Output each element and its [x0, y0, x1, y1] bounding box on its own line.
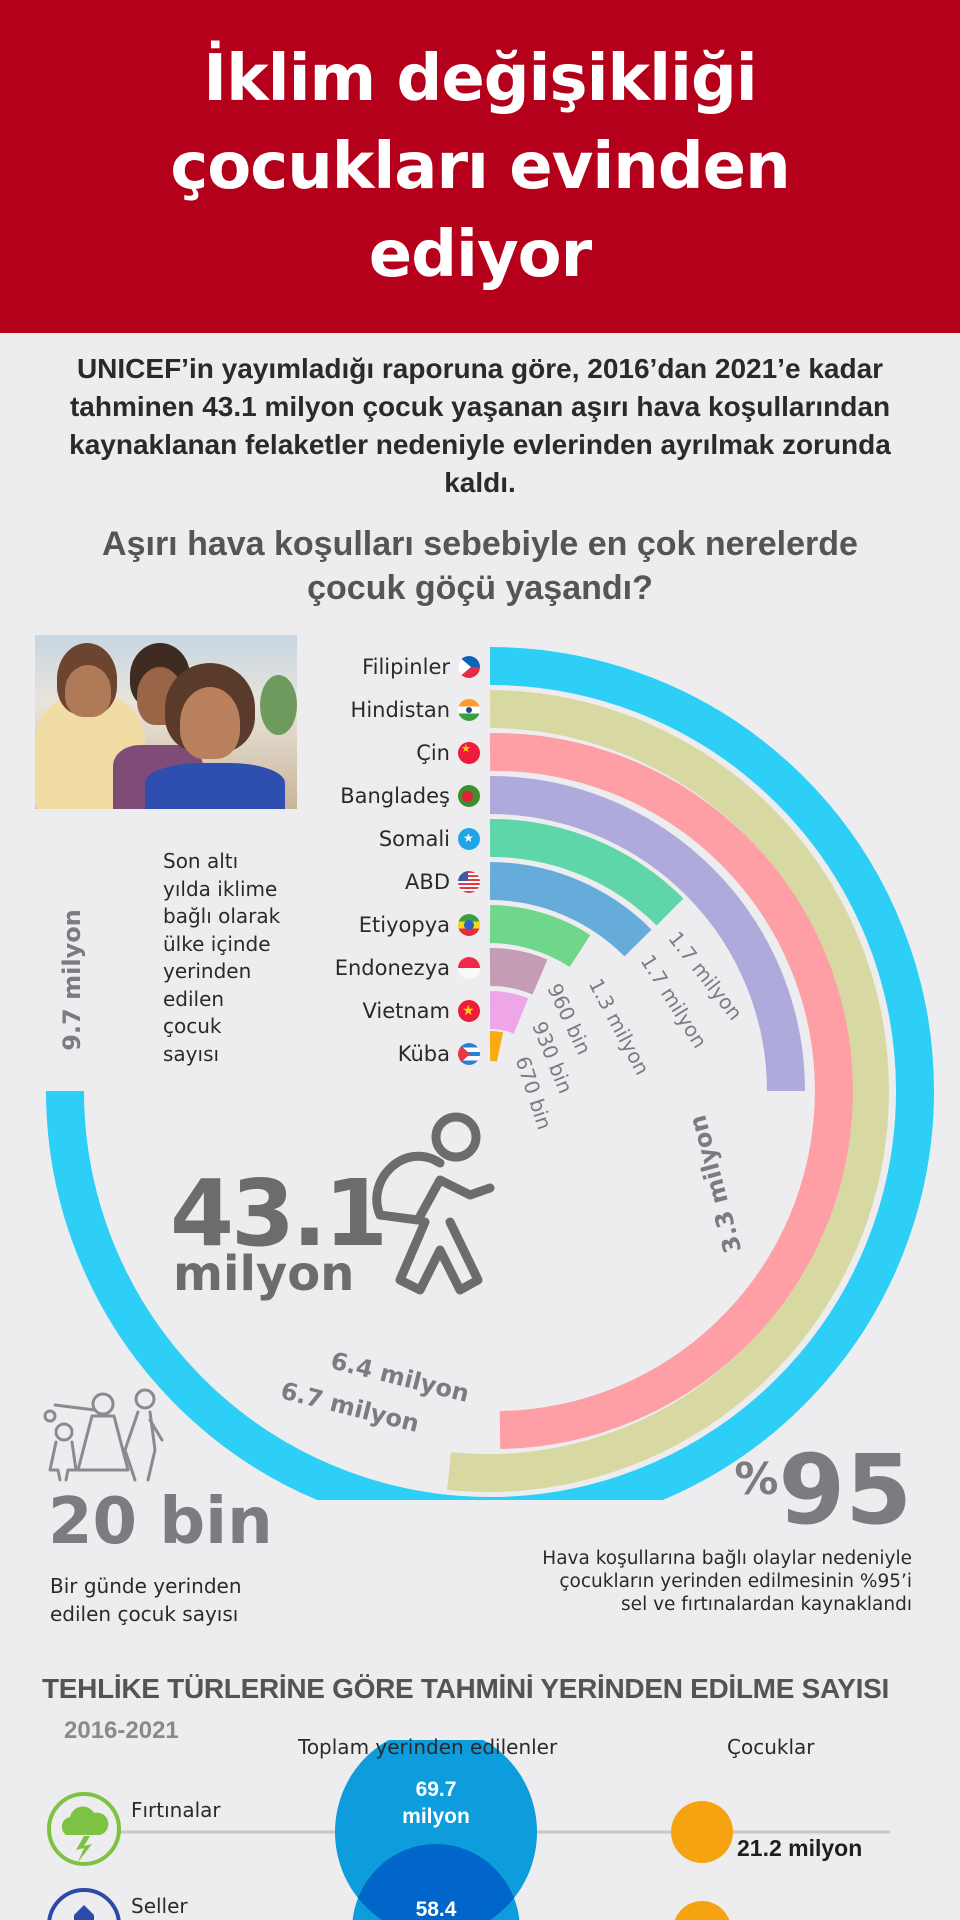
india-flag-icon	[458, 698, 480, 721]
label-bangladesh: 3.3 milyon	[683, 1112, 747, 1256]
hazard-row-storms: Fırtınalar	[131, 1798, 221, 1822]
header-banner: İklim değişikliği çocukları evinden ediy…	[0, 0, 960, 333]
legend-item-cuba: Küba	[300, 1032, 480, 1075]
storm-children-bubble	[671, 1801, 733, 1863]
arc-ethiopia	[489, 905, 591, 968]
children-photo	[35, 635, 297, 809]
percent-value: 95	[778, 1434, 912, 1546]
legend-item-ethiopia: Etiyopya	[300, 903, 480, 946]
chart-question-heading: Aşırı hava koşulları sebebiyle en çok ne…	[102, 525, 858, 607]
daily-displaced-number: 20 bin	[48, 1485, 273, 1559]
arc-cuba	[489, 1031, 504, 1062]
arc-usa	[489, 862, 652, 957]
intro-paragraph: UNICEF’in yayımladığı raporuna göre, 201…	[69, 353, 891, 498]
indonesia-flag-icon	[458, 956, 480, 979]
arc-philippines	[46, 647, 934, 1500]
somalia-flag-icon: ★	[458, 827, 480, 850]
flood-total-value: 58.4	[415, 1898, 457, 1920]
vietnam-flag-icon: ★	[458, 999, 480, 1022]
total-unit: milyon	[173, 1246, 355, 1302]
percent-sign: %	[734, 1454, 779, 1505]
arc-bangladesh	[489, 776, 805, 1092]
percent-stat: % 95	[734, 1440, 912, 1540]
arc-somalia	[489, 818, 684, 926]
arc-india	[447, 690, 889, 1492]
percent-caption: Hava koşullarına bağlı olaylar nedeniyle…	[542, 1548, 912, 1615]
total-number: 43.1	[170, 1160, 388, 1267]
arc-china	[489, 732, 853, 1449]
legend-item-indonesia: Endonezya	[300, 946, 480, 989]
china-flag-icon: ★	[458, 741, 480, 764]
legend-item-somalia: Somali ★	[300, 817, 480, 860]
daily-displaced-caption: Bir günde yerinden edilen çocuk sayısı	[50, 1574, 242, 1626]
ethiopia-flag-icon	[458, 913, 480, 936]
hazard-row-floods: Seller	[131, 1894, 188, 1918]
family-icon	[43, 1388, 164, 1482]
column-header-total: Toplam yerinden edilenler	[298, 1735, 558, 1759]
legend-item-usa: ABD	[300, 860, 480, 903]
legend-item-india: Hindistan	[300, 688, 480, 731]
radial-bar-chart: 9.7 milyon 6.7 milyon 6.4 milyon 3.3 mil…	[43, 647, 934, 1500]
legend-item-vietnam: Vietnam ★	[300, 989, 480, 1032]
legend-item-bangladesh: Bangladeş	[300, 774, 480, 817]
total-caption: Son altı yılda iklime bağlı olarak ülke …	[163, 849, 281, 1066]
page-title: İklim değişikliği çocukları evinden ediy…	[170, 41, 790, 292]
storm-total-value: 69.7 milyon	[402, 1778, 470, 1828]
column-header-children: Çocuklar	[727, 1735, 815, 1759]
arc-indonesia	[489, 948, 548, 995]
hazard-section-title: TEHLİKE TÜRLERİNE GÖRE TAHMİNİ YERİNDEN …	[42, 1673, 890, 1704]
bangladesh-flag-icon	[458, 784, 480, 807]
storm-children-value: 21.2 milyon	[737, 1835, 863, 1861]
label-philippines: 9.7 milyon	[58, 909, 86, 1051]
arc-vietnam	[489, 991, 529, 1034]
label-ethiopia: 1.3 milyon	[584, 974, 655, 1078]
philippines-flag-icon	[458, 655, 480, 678]
cuba-flag-icon	[458, 1042, 480, 1065]
flood-children-bubble	[674, 1901, 730, 1920]
chart-legend: Filipinler Hindistan Çin ★ Bangladeş Som…	[300, 645, 480, 1075]
walking-person-icon	[372, 1112, 495, 1295]
hazard-bubble-chart	[47, 1740, 890, 1920]
legend-item-china: Çin ★	[300, 731, 480, 774]
flood-icon	[47, 1888, 121, 1920]
legend-item-philippines: Filipinler	[300, 645, 480, 688]
storm-icon	[47, 1792, 121, 1866]
usa-flag-icon	[458, 870, 480, 893]
hazard-years: 2016-2021	[64, 1717, 179, 1744]
